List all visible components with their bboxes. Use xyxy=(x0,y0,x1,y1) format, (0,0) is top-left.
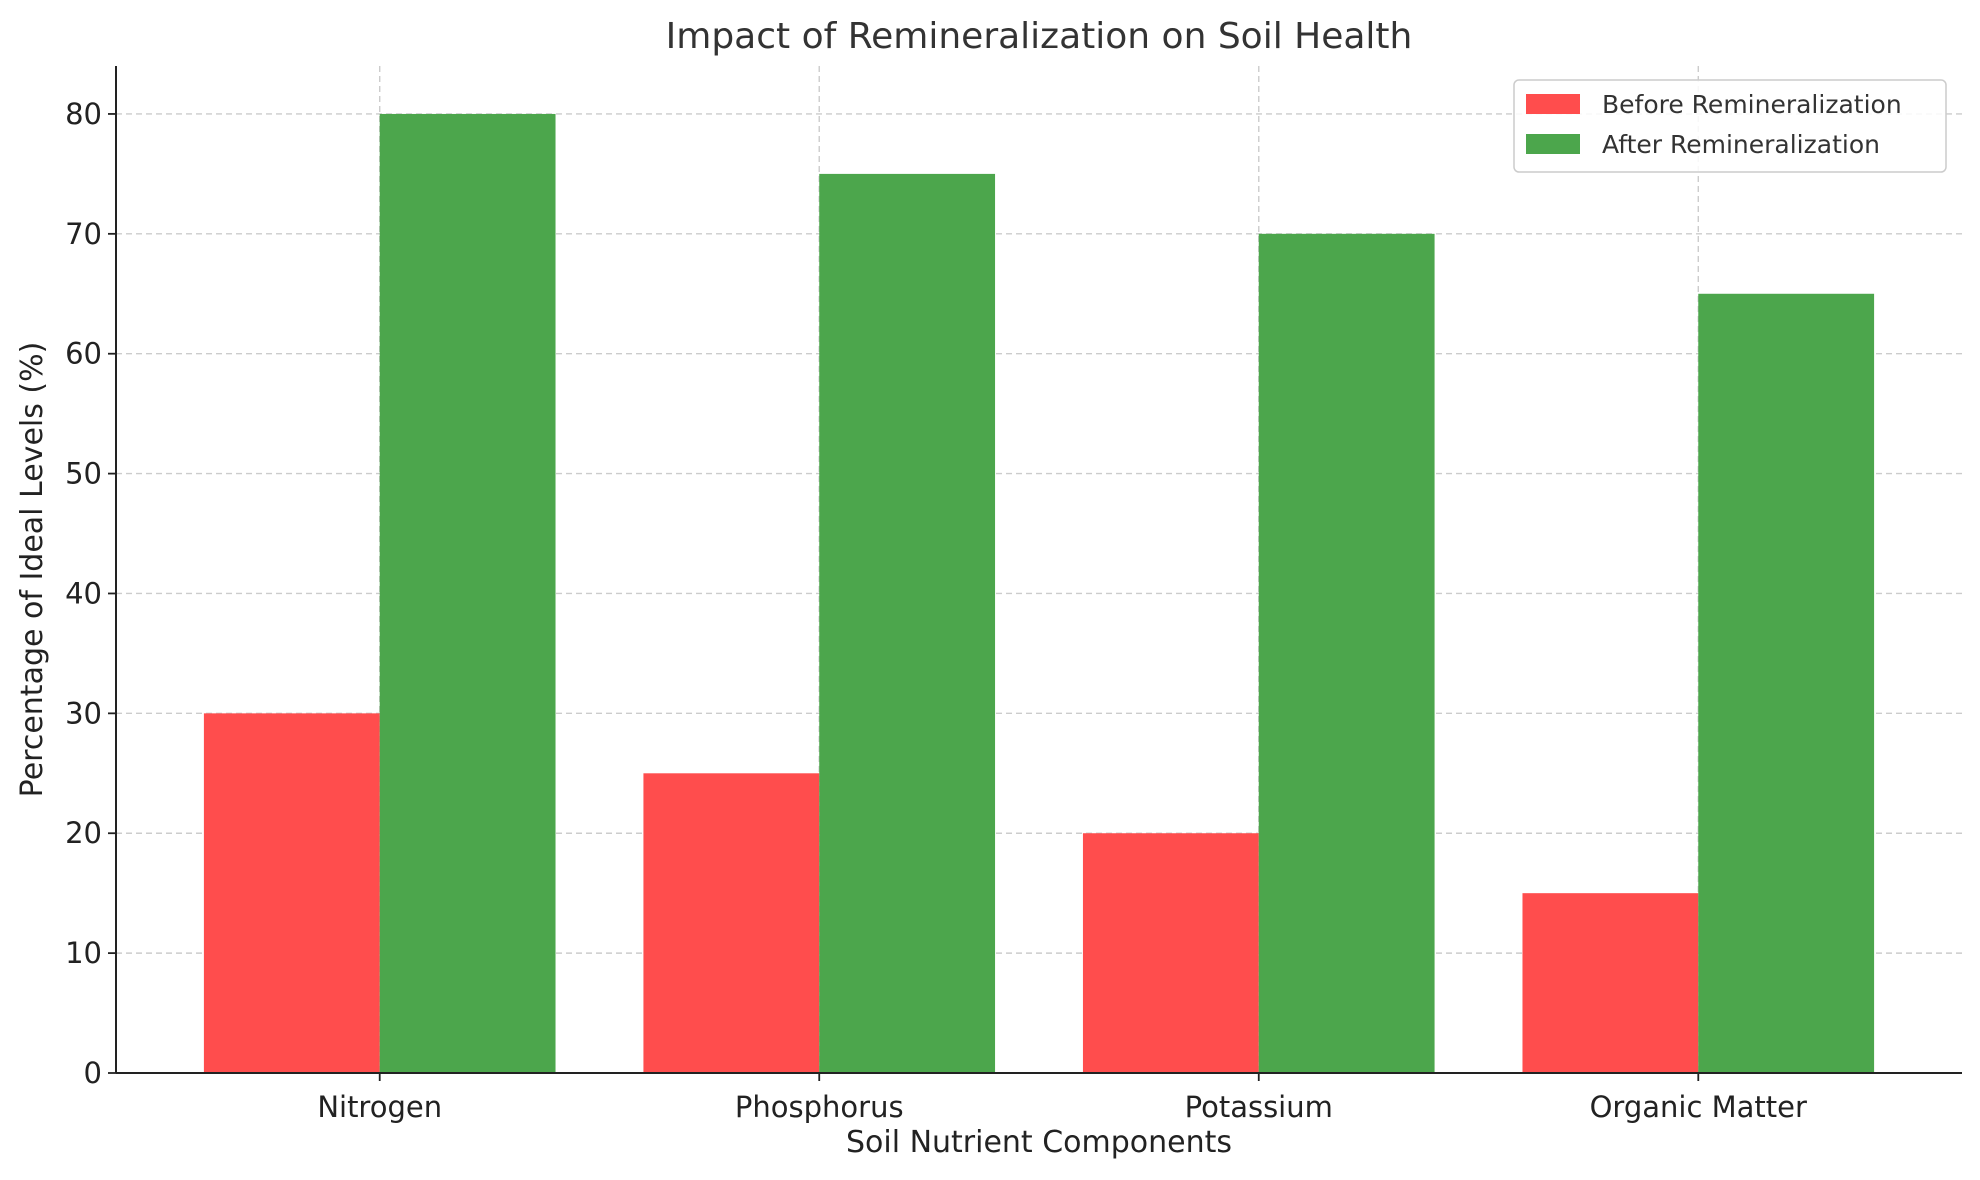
y-tick-label: 70 xyxy=(65,217,102,251)
x-tick-label: Organic Matter xyxy=(1590,1090,1807,1124)
bar-after-phosphorus xyxy=(819,173,996,1074)
chart-title: Impact of Remineralization on Soil Healt… xyxy=(666,16,1413,57)
bars xyxy=(203,113,1875,1074)
y-axis-label: Percentage of Ideal Levels (%) xyxy=(15,342,50,798)
bar-before-organic-matter xyxy=(1522,893,1699,1073)
y-tick-label: 10 xyxy=(65,936,102,970)
y-tick-label: 0 xyxy=(84,1056,102,1090)
bar-after-potassium xyxy=(1258,233,1435,1074)
legend-swatch-after xyxy=(1526,134,1580,154)
x-axis-ticks: Nitrogen Phosphorus Potassium Organic Matte… xyxy=(317,1073,1807,1124)
legend: Before Remineralization After Reminerali… xyxy=(1513,79,1947,173)
y-tick-label: 80 xyxy=(65,97,102,131)
y-tick-label: 30 xyxy=(65,696,102,730)
x-tick-label: Potassium xyxy=(1185,1090,1333,1124)
x-tick-label: Nitrogen xyxy=(317,1090,442,1124)
bar-after-nitrogen xyxy=(379,113,556,1073)
y-tick-label: 50 xyxy=(65,457,102,491)
legend-swatch-before xyxy=(1526,94,1580,114)
y-tick-label: 60 xyxy=(65,337,102,371)
legend-label-before: Before Remineralization xyxy=(1602,90,1902,119)
y-tick-label: 20 xyxy=(65,816,102,850)
x-tick-label: Phosphorus xyxy=(735,1090,904,1124)
y-tick-label: 40 xyxy=(65,576,102,610)
bar-before-nitrogen xyxy=(203,713,380,1073)
bar-before-phosphorus xyxy=(643,773,820,1073)
legend-box xyxy=(1513,79,1947,173)
bar-after-organic-matter xyxy=(1698,293,1875,1073)
x-axis-label: Soil Nutrient Components xyxy=(846,1125,1232,1160)
y-axis-ticks: 0 10 20 30 40 50 60 70 80 xyxy=(65,97,116,1090)
bar-before-potassium xyxy=(1082,833,1259,1073)
legend-label-after: After Remineralization xyxy=(1602,130,1880,159)
